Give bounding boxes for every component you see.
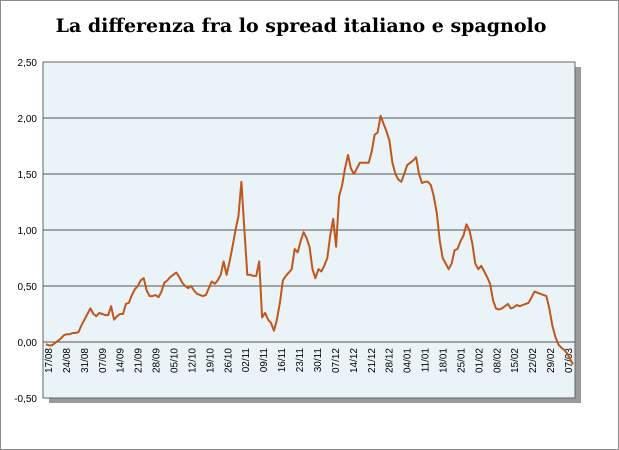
x-tick-label: 16/11: [277, 348, 288, 373]
x-tick-label: 21/12: [367, 348, 378, 373]
y-tick-label: 1,00: [18, 226, 38, 237]
series-line: [45, 114, 574, 365]
x-tick-label: 17/08: [44, 348, 55, 373]
x-tick-label: 22/02: [528, 348, 539, 373]
x-tick-label: 28/12: [385, 348, 396, 373]
x-tick-label: 12/10: [187, 348, 198, 373]
x-tick-label: 29/02: [546, 348, 557, 373]
x-tick-label: 19/10: [205, 348, 216, 373]
x-tick-label: 23/11: [295, 348, 306, 373]
x-tick-label: 04/01: [403, 348, 414, 373]
x-tick-label: 15/02: [510, 348, 521, 373]
x-tick-label: 14/09: [116, 348, 127, 373]
x-tick-label: 21/09: [134, 348, 145, 373]
chart-title: La differenza fra lo spread italiano e s…: [55, 15, 547, 37]
x-tick-label: 30/11: [313, 348, 324, 373]
y-tick-label: 2,50: [18, 58, 38, 69]
x-tick-label: 14/12: [349, 348, 360, 373]
y-tick-label: 0,00: [18, 338, 38, 349]
y-axis: 2,50 2,00 1,50 1,00 0,50 0,00 -0,50: [14, 58, 37, 405]
y-tick-label: -0,50: [14, 394, 37, 405]
x-tick-label: 07/03: [564, 348, 575, 373]
x-tick-label: 07/12: [331, 348, 342, 373]
x-tick-label: 18/01: [438, 348, 449, 373]
x-tick-label: 08/02: [492, 348, 503, 373]
x-tick-label: 01/02: [474, 348, 485, 373]
x-tick-label: 31/08: [80, 348, 91, 373]
x-tick-label: 25/01: [456, 348, 467, 373]
x-tick-label: 09/11: [259, 348, 270, 373]
x-tick-label: 07/09: [98, 348, 109, 373]
y-tick-label: 0,50: [18, 282, 38, 293]
x-tick-label: 24/08: [62, 348, 73, 373]
x-tick-label: 28/09: [152, 348, 163, 373]
x-tick-label: 05/10: [170, 348, 181, 373]
x-axis: 17/08 24/08 31/08 07/09 14/09 21/09 28/09 05/10…: [44, 348, 575, 373]
x-tick-label: 11/01: [421, 348, 432, 373]
y-tick-label: 1,50: [18, 170, 38, 181]
x-tick-label: 02/11: [241, 348, 252, 373]
y-tick-label: 2,00: [18, 114, 38, 125]
gridlines: [43, 117, 575, 343]
x-tick-label: 26/10: [223, 348, 234, 373]
series-layer: [45, 114, 574, 365]
